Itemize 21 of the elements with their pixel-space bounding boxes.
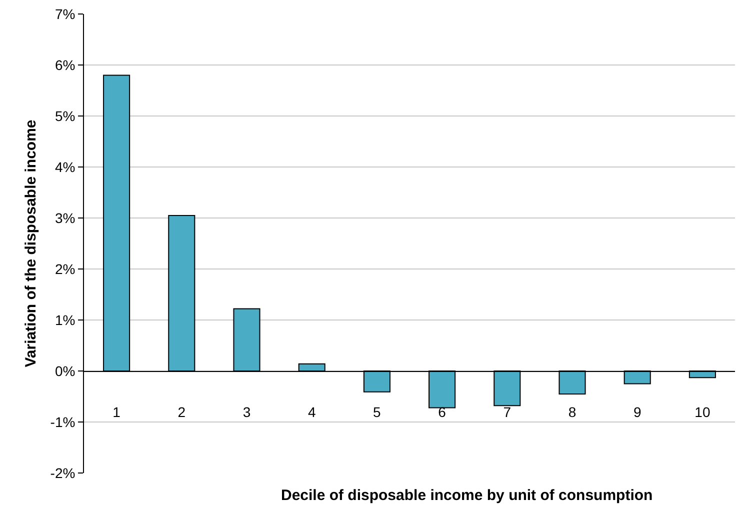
y-tick-label: -2% [50, 464, 76, 481]
x-tick-label: 2 [178, 404, 186, 420]
x-tick-label: 8 [568, 404, 576, 420]
x-tick-label: 10 [694, 404, 710, 420]
y-tick-label: 2% [54, 260, 76, 277]
y-axis-title: Variation of the disposable income [22, 120, 40, 368]
x-tick-label: 5 [373, 404, 382, 420]
x-axis-title: Decile of disposable income by unit of consumption [281, 487, 653, 504]
x-tick-label: 3 [242, 404, 251, 420]
y-tick-label: 4% [54, 158, 76, 175]
y-tick-label: 3% [54, 210, 76, 226]
x-tick-label: 1 [112, 404, 121, 420]
y-tick-label: 0% [54, 362, 76, 379]
x-tick-label: 7 [503, 404, 512, 420]
y-tick-label: 5% [54, 108, 76, 124]
y-tick-label: 7% [54, 6, 76, 22]
y-tick-label: 1% [54, 312, 76, 328]
x-tick-label: 9 [633, 404, 642, 420]
y-tick-label: 6% [54, 56, 76, 73]
x-tick-label: 4 [308, 404, 316, 420]
y-tick-label: -1% [50, 414, 76, 430]
